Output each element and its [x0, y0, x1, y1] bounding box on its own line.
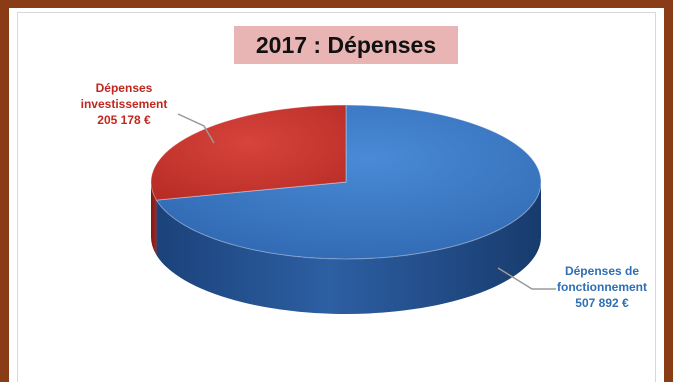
label-investissement-line1: Dépenses — [95, 81, 153, 95]
label-fonctionnement-value: 507 892 € — [575, 296, 629, 310]
pie-side-investissement — [151, 182, 157, 256]
chart-title: 2017 : Dépenses — [234, 26, 458, 64]
label-investissement-value: 205 178 € — [97, 113, 151, 127]
label-fonctionnement-line2: fonctionnement — [557, 280, 647, 294]
pie-side-group — [151, 182, 541, 314]
leader-line-fonctionnement — [497, 267, 556, 290]
leader-lines — [177, 113, 556, 290]
leader-line-investissement — [177, 113, 215, 144]
pie-slice-fonctionnement — [155, 104, 542, 260]
label-investissement-line2: investissement — [80, 97, 168, 111]
pie-side-fonctionnement — [156, 182, 541, 314]
label-fonctionnement-line1: Dépenses de — [564, 264, 640, 278]
pie-slice-investissement — [150, 104, 347, 201]
label-investissement: Dépenses investissement 205 178 € — [68, 80, 180, 128]
label-fonctionnement: Dépenses de fonctionnement 507 892 € — [540, 263, 664, 311]
pie-top-group — [150, 104, 542, 260]
